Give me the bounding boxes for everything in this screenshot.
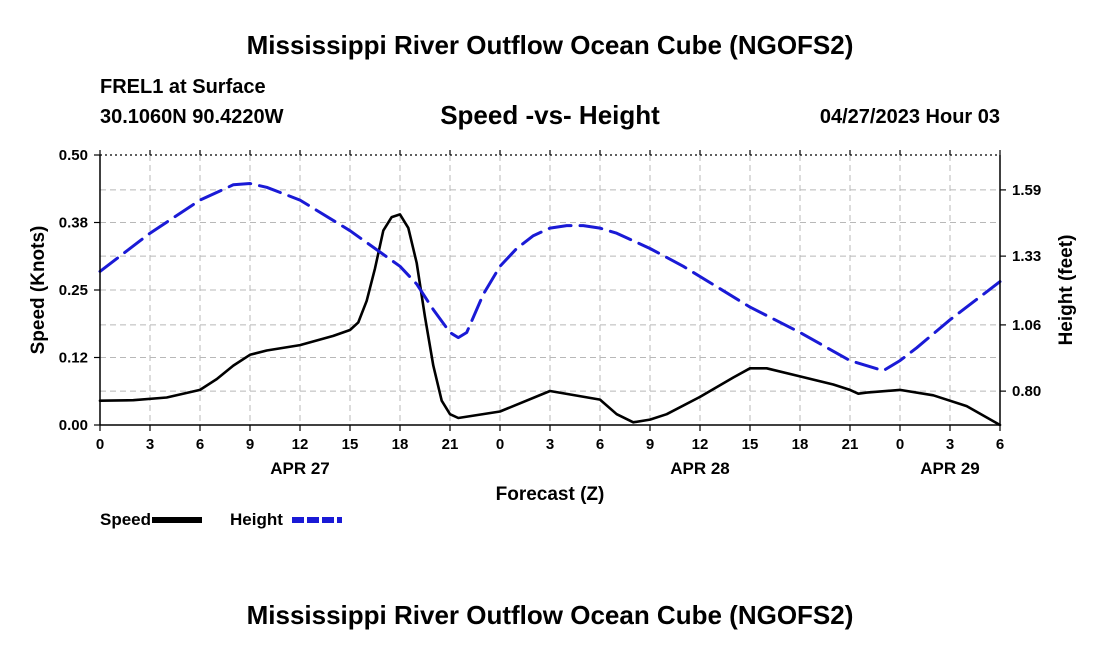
date-label: APR 29 xyxy=(920,459,980,478)
x-tick-label: 18 xyxy=(392,436,409,453)
x-tick-label: 0 xyxy=(896,436,904,453)
y-left-tick-label: 0.38 xyxy=(59,215,88,232)
x-tick-label: 9 xyxy=(246,436,254,453)
x-tick-label: 0 xyxy=(96,436,104,453)
x-tick-label: 3 xyxy=(946,436,954,453)
x-tick-label: 18 xyxy=(792,436,809,453)
x-tick-label: 12 xyxy=(692,436,709,453)
legend-label-speed: Speed xyxy=(100,510,151,529)
date-label: APR 28 xyxy=(670,459,730,478)
x-tick-label: 6 xyxy=(196,436,204,453)
x-tick-label: 21 xyxy=(442,436,459,453)
forecast-timestamp: 04/27/2023 Hour 03 xyxy=(819,106,1000,128)
chart-subtitle: Speed -vs- Height xyxy=(440,100,660,130)
y-axis-right-label: Height (feet) xyxy=(1056,235,1077,346)
station-label: FREL1 at Surface xyxy=(100,76,266,98)
y-left-tick-label: 0.50 xyxy=(59,147,88,164)
y-right-tick-label: 1.59 xyxy=(1012,182,1041,199)
y-right-tick-label: 1.33 xyxy=(1012,248,1041,265)
x-tick-label: 6 xyxy=(996,436,1004,453)
y-left-tick-label: 0.25 xyxy=(59,282,88,299)
y-right-tick-label: 1.06 xyxy=(1012,317,1041,334)
x-tick-label: 15 xyxy=(342,436,359,453)
x-tick-label: 3 xyxy=(146,436,154,453)
x-tick-label: 3 xyxy=(546,436,554,453)
axis-labels: 0 3 6 9 12 15 18 21 0 3 6 9 12 15 18 21 0 3 6 APR 27 APR 28 A… xyxy=(28,147,1077,505)
y-right-tick-label: 0.80 xyxy=(1012,383,1041,400)
x-tick-label: 0 xyxy=(496,436,504,453)
grid xyxy=(100,154,1000,425)
x-tick-label: 21 xyxy=(842,436,859,453)
x-tick-label: 15 xyxy=(742,436,759,453)
y-axis-left-label: Speed (Knots) xyxy=(28,226,49,355)
series-layer xyxy=(98,182,1002,427)
chart-title: Mississippi River Outflow Ocean Cube (NG… xyxy=(246,30,854,60)
x-tick-label: 6 xyxy=(596,436,604,453)
speed-series-line xyxy=(98,213,1002,427)
axes xyxy=(94,150,1006,431)
footer-title: Mississippi River Outflow Ocean Cube (NG… xyxy=(246,600,854,630)
x-tick-label: 12 xyxy=(292,436,309,453)
coordinates-label: 30.1060N 90.4220W xyxy=(100,106,284,128)
y-left-tick-label: 0.12 xyxy=(59,350,88,367)
x-axis-label: Forecast (Z) xyxy=(496,484,605,505)
height-series-line xyxy=(98,182,1002,373)
x-tick-label: 9 xyxy=(646,436,654,453)
date-label: APR 27 xyxy=(270,459,330,478)
legend: Speed Height xyxy=(100,510,342,529)
legend-label-height: Height xyxy=(230,510,283,529)
y-left-tick-label: 0.00 xyxy=(59,417,88,434)
